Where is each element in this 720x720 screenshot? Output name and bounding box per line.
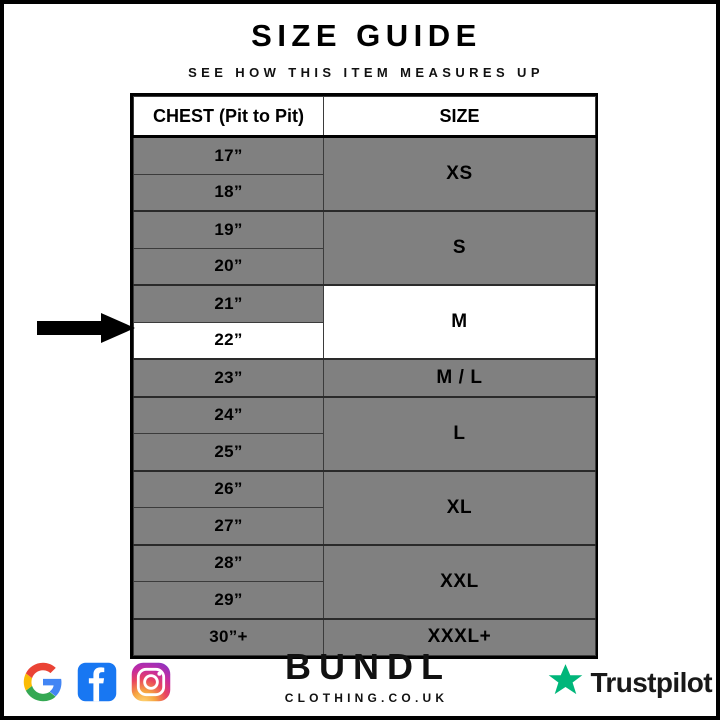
chest-measurement-cell: 27”: [133, 507, 324, 545]
size-label-cell: XS: [323, 135, 596, 212]
size-table-body: 17” XS 18” 19” S 20” 21” M 22” 23” M / L 24” L 25” 26”…: [133, 135, 596, 656]
chest-measurement-cell: 24”: [133, 395, 324, 434]
table-row: 30”+ XXXL+: [133, 617, 596, 656]
page-title: SIZE GUIDE: [251, 18, 482, 53]
column-header-chest: CHEST (Pit to Pit): [133, 96, 324, 138]
table-row: 23” M / L: [133, 358, 596, 397]
brand-name: BUNDL: [285, 646, 451, 687]
size-label-cell: S: [323, 210, 596, 286]
chest-measurement-cell: 22”: [133, 321, 324, 360]
table-row: 24” L: [133, 395, 596, 471]
chest-measurement-cell: 17”: [133, 135, 324, 175]
size-label-cell: XXL: [323, 543, 596, 619]
footer: BUNDL CLOTHING.CO.UK Trustpilot: [4, 640, 716, 716]
chest-measurement-cell: 19”: [133, 210, 324, 249]
trustpilot-wordmark: Trustpilot: [590, 667, 712, 698]
size-table: CHEST (Pit to Pit) SIZE 17” XS 18” 19” S 20” 2…: [133, 96, 596, 656]
heading-block: SIZE GUIDE SEE HOW THIS ITEM MEASURES UP: [4, 18, 716, 80]
chest-measurement-cell: 20”: [133, 247, 324, 286]
brand-block: BUNDL CLOTHING.CO.UK: [4, 640, 716, 706]
brand-url: CLOTHING.CO.UK: [284, 691, 449, 705]
table-row: 29”: [133, 581, 596, 619]
table-row: 18”: [133, 173, 596, 212]
google-icon[interactable]: [22, 661, 64, 703]
size-label-cell: XXXL+: [323, 617, 596, 656]
table-row: 17” XS: [133, 135, 596, 212]
page-subtitle: SEE HOW THIS ITEM MEASURES UP: [188, 64, 544, 80]
instagram-icon[interactable]: [130, 661, 172, 703]
size-label-cell: L: [323, 395, 596, 471]
table-row: 19” S: [133, 210, 596, 286]
chest-measurement-cell: 25”: [133, 433, 324, 471]
size-table-head: CHEST (Pit to Pit) SIZE: [133, 96, 596, 138]
facebook-icon[interactable]: [76, 661, 118, 703]
size-label-cell: XL: [323, 469, 596, 545]
size-label-cell: M: [323, 284, 596, 360]
chest-measurement-cell: 30”+: [133, 617, 324, 656]
chest-measurement-cell: 28”: [133, 543, 324, 582]
size-label-cell: M / L: [323, 358, 596, 397]
right-arrow-icon: [37, 313, 135, 343]
trustpilot-logo[interactable]: Trustpilot: [547, 662, 713, 704]
table-row: 26” XL: [133, 469, 596, 545]
size-table-container: CHEST (Pit to Pit) SIZE 17” XS 18” 19” S 20” 2…: [130, 93, 598, 659]
table-row: 21” M: [133, 284, 596, 360]
social-icons-group: [22, 661, 172, 703]
table-row: 25”: [133, 433, 596, 471]
chest-measurement-cell: 26”: [133, 469, 324, 508]
table-row: 27”: [133, 507, 596, 545]
table-row: 20”: [133, 247, 596, 286]
chest-measurement-cell: 21”: [133, 284, 324, 323]
table-row: 28” XXL: [133, 543, 596, 619]
table-header-row: CHEST (Pit to Pit) SIZE: [133, 96, 596, 138]
chest-measurement-cell: 29”: [133, 581, 324, 619]
trustpilot-star-icon: [547, 662, 584, 704]
chest-measurement-cell: 18”: [133, 173, 324, 212]
column-header-size: SIZE: [323, 96, 596, 138]
chest-measurement-cell: 23”: [133, 358, 324, 397]
